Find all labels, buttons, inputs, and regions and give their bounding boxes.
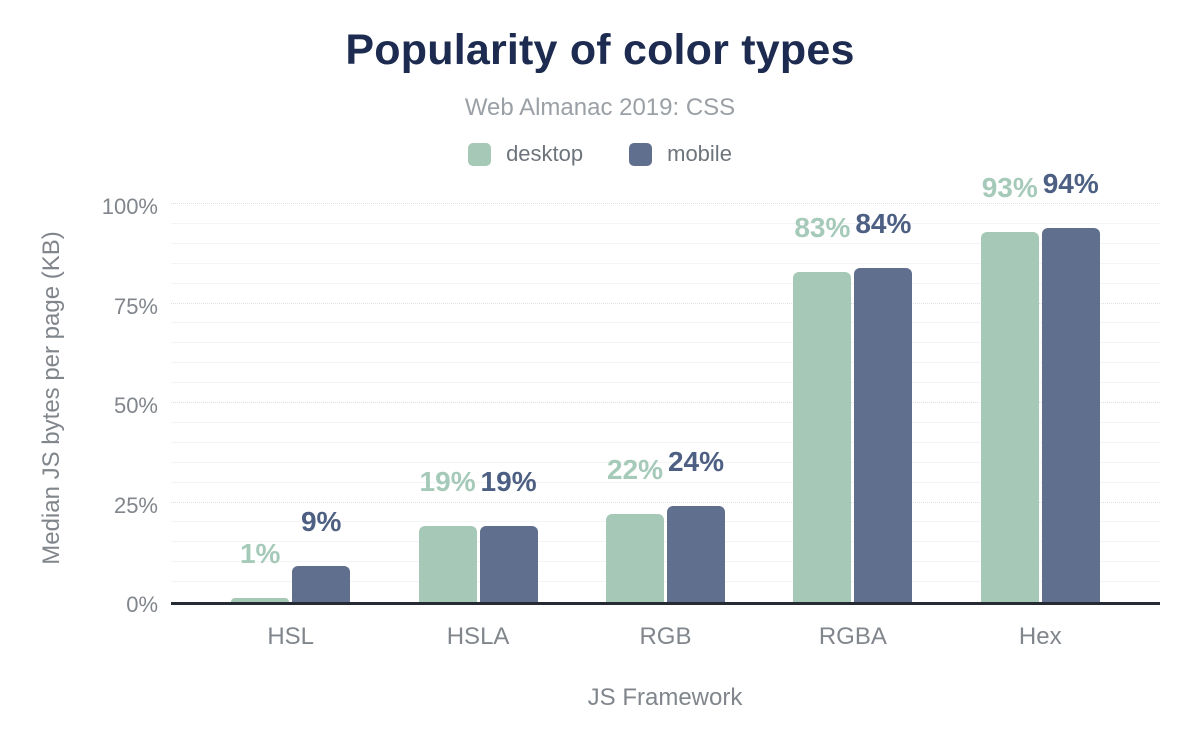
bar-desktop-rgba[interactable] [793, 271, 852, 602]
bar-pair: 1% 9% [231, 207, 351, 602]
bar-slot: 94% [1041, 169, 1100, 602]
legend-item-desktop[interactable]: desktop [468, 141, 583, 167]
bar-pair: 93% 94% [980, 169, 1100, 602]
bar-slot: 22% [605, 207, 664, 602]
bar-value-label: 83% [794, 211, 851, 243]
bar-group-hex: 93% 94% Hex [980, 169, 1100, 650]
chart-subtitle: Web Almanac 2019: CSS [464, 94, 736, 121]
plot-area: 1% 9% HSL 19% 19% HSLA 22% 24% RGB 83% 84% RGBA 93% 9… [171, 169, 1160, 650]
gridline [171, 441, 1160, 443]
x-tick-label-rgba: RGBA [818, 623, 887, 650]
bar-mobile-hsla[interactable] [479, 526, 538, 602]
bar-value-label: 93% [981, 171, 1038, 203]
y-tick-label: 100% [101, 194, 158, 219]
x-tick-label-hsla: HSLA [446, 623, 510, 650]
bar-pair: 83% 84% [793, 207, 913, 602]
bar-value-label: 24% [667, 446, 724, 478]
bar-group-rgb: 22% 24% RGB [605, 207, 725, 650]
bar-value-label: 22% [606, 454, 663, 486]
gridline [171, 481, 1160, 483]
bar-value-label: 1% [239, 538, 281, 570]
bar-mobile-hsl[interactable] [292, 566, 351, 602]
gridline [171, 342, 1160, 344]
y-tick-label: 75% [113, 293, 158, 319]
x-tick-label-hsl: HSL [267, 623, 315, 650]
bar-value-label: 19% [480, 466, 537, 498]
bar-value-label: 9% [300, 506, 342, 538]
gridline [171, 501, 1160, 503]
gridline [171, 521, 1160, 523]
bar-slot: 19% [418, 207, 477, 602]
bar-slot: 83% [793, 207, 852, 602]
bar-group-hsla: 19% 19% HSLA [418, 207, 538, 650]
gridline [171, 282, 1160, 284]
gridline [171, 262, 1160, 264]
bar-value-label: 84% [855, 207, 912, 239]
desktop-swatch-icon [468, 142, 492, 166]
legend-label-desktop: desktop [506, 141, 584, 166]
y-tick-label: 0% [126, 592, 158, 617]
bar-slot: 1% [231, 207, 290, 602]
bar-mobile-rgb[interactable] [666, 506, 725, 602]
gridline [171, 382, 1160, 384]
y-tick-label: 25% [113, 492, 158, 518]
legend: desktop mobile [0, 141, 1200, 167]
bar-slot: 93% [980, 173, 1039, 602]
chart-title: Popularity of color types [345, 26, 855, 74]
gridline [171, 203, 1160, 204]
legend-label-mobile: mobile [667, 141, 732, 166]
gridline [171, 461, 1160, 463]
gridline [171, 541, 1160, 543]
bar-desktop-hsla[interactable] [418, 526, 477, 602]
bar-slot: 19% [479, 207, 538, 602]
gridline [171, 561, 1160, 563]
bar-value-label: 94% [1042, 167, 1099, 199]
gridline [171, 421, 1160, 423]
gridline [171, 581, 1160, 583]
bar-pair: 19% 19% [418, 207, 538, 602]
x-axis-title: JS Framework [587, 684, 743, 711]
bar-mobile-hex[interactable] [1041, 227, 1100, 602]
bar-slot: 9% [292, 207, 351, 602]
bar-value-label: 19% [419, 466, 476, 498]
mobile-swatch-icon [629, 142, 653, 166]
bar-slot: 24% [666, 207, 725, 602]
bar-slot: 84% [854, 207, 913, 602]
legend-item-mobile[interactable]: mobile [629, 141, 732, 167]
x-tick-label-rgb: RGB [639, 623, 692, 650]
bar-desktop-hex[interactable] [980, 231, 1039, 602]
bar-groups: 1% 9% HSL 19% 19% HSLA 22% 24% RGB 83% 84% RGBA 93% 9… [171, 169, 1160, 650]
gridline [171, 362, 1160, 364]
gridline [171, 302, 1160, 304]
bar-mobile-rgba[interactable] [854, 267, 913, 602]
bar-pair: 22% 24% [605, 207, 725, 602]
y-tick-label: 50% [113, 393, 158, 418]
gridline [171, 322, 1160, 324]
bar-group-rgba: 83% 84% RGBA [793, 207, 913, 650]
bar-desktop-rgb[interactable] [605, 514, 664, 602]
gridline [171, 402, 1160, 403]
bar-group-hsl: 1% 9% HSL [231, 207, 351, 650]
gridline [171, 242, 1160, 244]
x-tick-label-hex: Hex [1018, 623, 1062, 650]
bar-desktop-hsl[interactable] [231, 598, 290, 602]
gridline [171, 222, 1160, 224]
